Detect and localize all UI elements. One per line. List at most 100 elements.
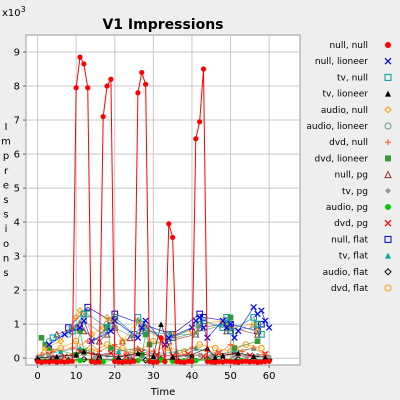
data-point [208,359,214,365]
legend-marker [385,42,391,48]
data-point [111,310,119,318]
data-point [72,313,80,321]
x-tick-label: 10 [70,371,83,382]
data-point [247,359,253,365]
legend-label: audio, lioneer [306,122,368,132]
data-point [49,334,57,342]
data-point [250,345,257,351]
legend-marker [384,73,392,81]
data-point [197,119,203,125]
data-point [100,114,106,120]
data-point [103,341,111,348]
plot-area: 0 10 20 30 40 50 60 0 1 2 3 4 5 6 7 8 9 [14,34,301,382]
data-point [150,348,157,355]
data-point [216,358,222,365]
legend-item: audio, flat [323,268,392,278]
legend-marker [384,268,392,276]
series-group [49,310,265,342]
data-point [219,324,227,331]
data-point [118,337,126,345]
data-point [150,353,157,359]
data-point [208,354,215,360]
data-point [231,345,238,351]
data-point [177,359,183,365]
legend-label: dvd, pg [334,219,368,229]
legend-item: dvd, flat [331,284,392,294]
data-point [46,359,52,365]
y-multiplier-label: x103 [2,5,26,19]
y-axis-title: Impressions [1,122,11,279]
data-point [85,85,91,91]
data-point [227,327,234,335]
data-point [104,83,110,89]
data-point [231,359,237,365]
data-point [223,314,230,321]
y-tick-label: 8 [14,82,20,93]
data-point [224,358,230,364]
data-point [81,348,87,355]
data-point [76,324,84,331]
data-point [227,341,234,348]
data-point [61,359,68,365]
data-point [50,348,56,355]
series-line [52,313,262,339]
data-point [135,345,141,351]
data-point [166,221,172,227]
legend-item: null, null [329,41,391,51]
data-point [54,359,60,365]
legend-label: dvd, lioneer [315,154,369,164]
y-axis-title-letter: r [4,166,9,177]
data-point [266,354,272,360]
data-point [169,354,176,360]
data-point [265,324,273,331]
x-tick-label: 60 [263,371,276,382]
legend-label: tv, pg [342,187,368,197]
data-point [134,334,142,342]
data-point [235,350,242,356]
data-point [38,334,45,341]
data-point [81,351,87,358]
data-point [220,359,226,365]
legend-item: null, lioneer [315,57,392,67]
y-axis-title-letter: i [5,224,8,235]
data-point [250,320,258,328]
data-point [143,81,149,87]
y-tick-label: 0 [14,354,20,365]
legend-marker [384,106,392,114]
data-point [100,358,106,365]
data-point [258,344,265,352]
data-point [108,76,114,82]
data-point [231,334,238,342]
data-point [212,359,218,365]
legend-label: tv, null [337,73,368,83]
legend-item: dvd, pg [334,219,392,229]
data-point [220,352,226,359]
legend-label: dvd, null [329,138,368,148]
data-point [188,324,196,331]
y-axis-title-letter: n [3,253,9,264]
x-tick-label: 0 [34,371,40,382]
legend-item: dvd, lioneer [315,154,391,164]
y-tick-label: 1 [14,320,20,331]
data-point [165,334,173,342]
data-point [135,350,141,356]
legend-item: tv, lioneer [322,90,391,100]
data-point [99,331,107,338]
y-axis-title-letter: m [1,137,11,148]
legend-marker [384,170,392,179]
series-layer [34,54,273,365]
legend-item: dvd, null [329,138,391,148]
data-point [235,327,242,335]
y-tick-label: 5 [14,184,20,195]
data-point [108,345,114,351]
data-point [258,359,265,365]
series-group [45,303,273,348]
y-tick-label: 6 [14,150,20,161]
series-group [34,54,272,365]
legend-item: tv, pg [342,187,391,197]
data-point [254,359,261,365]
data-point [138,324,146,332]
data-point [219,317,227,324]
data-point [169,358,176,365]
